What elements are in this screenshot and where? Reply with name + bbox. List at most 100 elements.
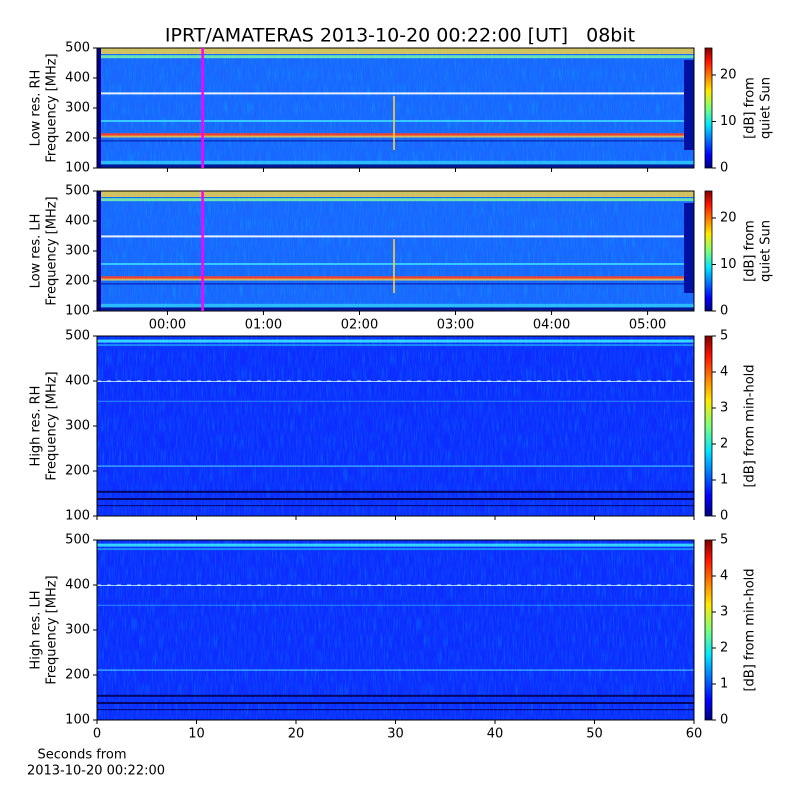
colorbar-label: [dB] from	[743, 77, 758, 139]
spectrogram-noise	[97, 336, 694, 516]
x-tick-label: 30	[387, 727, 404, 742]
x-tick-label: 05:00	[629, 318, 666, 333]
spectrogram-band	[393, 96, 395, 150]
y-tick-label: 500	[65, 41, 90, 56]
spectrogram-band	[97, 160, 694, 165]
x-tick-label: 10	[188, 727, 205, 742]
spectrogram-band	[97, 604, 694, 606]
x-tick-label: 00:00	[149, 318, 186, 333]
y-axis-label: Frequency [MHz]	[45, 575, 60, 684]
spectrogram-band	[97, 505, 694, 507]
y-tick-label: 400	[65, 214, 90, 229]
colorbar-label: quiet Sun	[759, 77, 774, 139]
x-tick-label: 04:00	[533, 318, 570, 333]
y-tick-label: 200	[65, 131, 90, 146]
spectrogram-band	[97, 585, 694, 586]
y-axis-label: Low res. RH	[29, 70, 44, 147]
y-tick-label: 300	[65, 623, 90, 638]
spectrogram-band	[97, 92, 694, 95]
x-tick-label: 02:00	[341, 318, 378, 333]
chart-title: IPRT/AMATERAS 2013-10-20 00:22:00 [UT] 0…	[165, 25, 635, 47]
colorbar-tick-label: 1	[720, 473, 728, 488]
y-tick-label: 300	[65, 419, 90, 434]
x-tick-label: 40	[487, 727, 504, 742]
y-tick-label: 200	[65, 274, 90, 289]
colorbar-tick-label: 20	[720, 210, 737, 225]
spectrogram-band	[97, 191, 694, 197]
spectrogram-band	[97, 278, 694, 281]
x-tick-label: 01:00	[245, 318, 282, 333]
spectrogram-band	[97, 498, 694, 500]
colorbar	[704, 47, 713, 169]
y-tick-label: 500	[65, 329, 90, 344]
y-tick-label: 500	[65, 184, 90, 199]
colorbar	[704, 190, 713, 312]
spectrogram-band	[97, 55, 694, 59]
spectrogram-band	[97, 694, 694, 697]
spectrogram-band	[393, 239, 395, 293]
spectrogram-band	[97, 48, 694, 54]
x-tick-label: 0	[93, 727, 101, 742]
colorbar-tick-label: 2	[720, 641, 728, 656]
colorbar-tick-label: 0	[720, 304, 728, 319]
spectrogram-band	[97, 235, 694, 238]
y-axis-label: Low res. LH	[29, 214, 44, 289]
colorbar-tick-label: 2	[720, 437, 728, 452]
y-tick-label: 400	[65, 71, 90, 86]
spectrogram-band	[97, 120, 694, 122]
spectrogram-band	[97, 307, 694, 311]
x-tick-label: 20	[288, 727, 305, 742]
spectrogram-band	[97, 48, 101, 168]
colorbar-label: quiet Sun	[759, 220, 774, 282]
y-tick-label: 400	[65, 374, 90, 389]
colorbar-tick-label: 1	[720, 677, 728, 692]
y-axis-label: Frequency [MHz]	[45, 371, 60, 480]
spectrogram-band	[97, 548, 694, 551]
spectrogram-band	[684, 203, 694, 293]
colorbar-tick-label: 5	[720, 533, 728, 548]
colorbar-label: [dB] from min-hold	[743, 364, 758, 487]
spectrogram-band	[97, 400, 694, 402]
spectrogram-band	[97, 263, 694, 265]
colorbar-tick-label: 10	[720, 114, 737, 129]
y-tick-label: 300	[65, 101, 90, 116]
colorbar-tick-label: 0	[720, 509, 728, 524]
spectrogram-band	[97, 303, 694, 308]
spectrogram-band	[97, 198, 694, 202]
colorbar-tick-label: 5	[720, 329, 728, 344]
y-tick-label: 100	[65, 509, 90, 524]
spectrogram-band	[97, 381, 694, 382]
spectrogram-band	[97, 135, 694, 138]
colorbar	[704, 335, 713, 517]
panel: 100 200 300 400 500 High res. RH Frequency [MH…	[29, 329, 758, 524]
colorbar-tick-label: 0	[720, 161, 728, 176]
x-tick-label: 50	[586, 727, 603, 742]
colorbar-tick-label: 3	[720, 605, 728, 620]
spectrogram-band	[97, 344, 694, 347]
spectrogram-band	[97, 191, 101, 311]
spectrogram-band	[97, 669, 694, 671]
spectrogram-band	[97, 490, 694, 493]
x-tick-label: 60	[686, 727, 703, 742]
colorbar-label: [dB] from	[743, 220, 758, 282]
colorbar-tick-label: 10	[720, 257, 737, 272]
y-axis-label: High res. RH	[29, 386, 44, 467]
spectrogram-noise	[97, 191, 694, 311]
y-tick-label: 100	[65, 713, 90, 728]
spectrogram-noise	[97, 48, 694, 168]
spectrogram-band	[97, 164, 694, 168]
spectrogram-noise	[97, 540, 694, 720]
y-tick-label: 400	[65, 578, 90, 593]
spectrogram-band	[97, 140, 694, 142]
x-axis-label: 2013-10-20 00:22:00	[27, 764, 165, 779]
x-axis-label: Seconds from	[37, 748, 126, 763]
spectrogram-band	[97, 709, 694, 711]
y-axis-label: Frequency [MHz]	[45, 53, 60, 162]
spectrogram-band	[97, 543, 694, 547]
x-tick-label: 03:00	[437, 318, 474, 333]
spectrogram-band	[97, 465, 694, 467]
y-tick-label: 200	[65, 668, 90, 683]
y-tick-label: 100	[65, 161, 90, 176]
